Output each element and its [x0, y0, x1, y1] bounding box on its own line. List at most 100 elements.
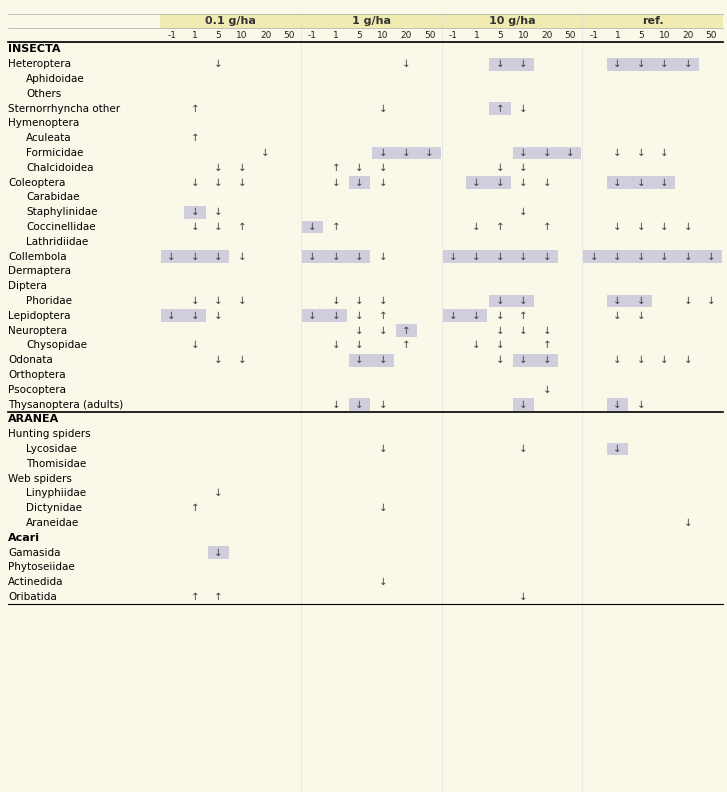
Text: ↓: ↓	[214, 59, 223, 69]
Text: Lepidoptera: Lepidoptera	[8, 310, 71, 321]
Text: Odonata: Odonata	[8, 355, 53, 365]
Text: Web spiders: Web spiders	[8, 474, 72, 484]
Text: ↓: ↓	[613, 59, 622, 69]
Text: ↓: ↓	[449, 252, 457, 261]
Bar	[443, 250, 558, 263]
Text: ↓: ↓	[496, 355, 505, 365]
Text: ↑: ↑	[542, 222, 552, 232]
Text: ↓: ↓	[496, 296, 505, 306]
Text: ↓: ↓	[660, 59, 669, 69]
Bar	[513, 147, 582, 159]
Text: ↓: ↓	[519, 163, 528, 173]
Text: ↓: ↓	[214, 222, 223, 232]
Bar	[302, 221, 324, 234]
Text: ↓: ↓	[613, 296, 622, 306]
Text: ↓: ↓	[190, 177, 200, 188]
Text: Chysopidae: Chysopidae	[26, 341, 87, 350]
Text: Linyphiidae: Linyphiidae	[26, 489, 86, 498]
Text: ↓: ↓	[190, 222, 200, 232]
Text: ↓: ↓	[238, 296, 246, 306]
Text: ↑: ↑	[190, 133, 200, 143]
Text: ↓: ↓	[637, 177, 646, 188]
Text: Diptera: Diptera	[8, 281, 47, 291]
Text: ↓: ↓	[238, 252, 246, 261]
Text: ↓: ↓	[542, 177, 552, 188]
Text: ↓: ↓	[613, 444, 622, 454]
Text: Psocoptera: Psocoptera	[8, 385, 66, 394]
Text: ↑: ↑	[402, 341, 411, 350]
Text: ↓: ↓	[683, 252, 692, 261]
Text: ↓: ↓	[473, 310, 481, 321]
Text: ↓: ↓	[379, 177, 387, 188]
Text: ↓: ↓	[542, 148, 552, 158]
Text: ↓: ↓	[214, 163, 223, 173]
Text: Aculeata: Aculeata	[26, 133, 72, 143]
Text: ↑: ↑	[519, 310, 528, 321]
Bar	[161, 310, 206, 322]
Text: Dictynidae: Dictynidae	[26, 503, 82, 513]
Bar	[395, 324, 417, 337]
Text: ↓: ↓	[190, 341, 200, 350]
Text: ↓: ↓	[355, 163, 364, 173]
Text: ↓: ↓	[379, 104, 387, 113]
Text: ↓: ↓	[332, 400, 340, 409]
Text: INSECTA: INSECTA	[8, 44, 60, 55]
Text: ↓: ↓	[332, 310, 340, 321]
Text: ↓: ↓	[637, 310, 646, 321]
Text: ↓: ↓	[238, 163, 246, 173]
Text: ↓: ↓	[379, 326, 387, 336]
Text: ↓: ↓	[496, 310, 505, 321]
Text: ↓: ↓	[542, 355, 552, 365]
Text: ↓: ↓	[355, 400, 364, 409]
Text: ↓: ↓	[519, 326, 528, 336]
Text: Carabidae: Carabidae	[26, 192, 79, 203]
Text: 1: 1	[333, 31, 339, 40]
Text: 10 g/ha: 10 g/ha	[489, 17, 535, 26]
Text: ↓: ↓	[167, 252, 176, 261]
Text: ref.: ref.	[642, 17, 664, 26]
Text: Sternorrhyncha other: Sternorrhyncha other	[8, 104, 120, 113]
Text: ↓: ↓	[660, 177, 669, 188]
Text: ↑: ↑	[238, 222, 246, 232]
Text: ↓: ↓	[613, 252, 622, 261]
Bar	[160, 14, 301, 29]
Text: ↓: ↓	[379, 163, 387, 173]
Text: ↓: ↓	[613, 148, 622, 158]
Text: 50: 50	[424, 31, 435, 40]
Text: ↓: ↓	[167, 310, 176, 321]
Text: ↓: ↓	[379, 577, 387, 587]
Text: ↓: ↓	[308, 310, 317, 321]
Text: ↓: ↓	[496, 177, 505, 188]
Text: ↓: ↓	[707, 296, 715, 306]
Text: Dermaptera: Dermaptera	[8, 266, 71, 276]
Text: ↓: ↓	[473, 177, 481, 188]
Text: 10: 10	[236, 31, 248, 40]
Text: ↓: ↓	[613, 355, 622, 365]
Text: ↓: ↓	[660, 148, 669, 158]
Text: ↓: ↓	[402, 148, 411, 158]
Text: ↓: ↓	[190, 208, 200, 217]
Bar	[607, 443, 628, 455]
Text: 10: 10	[377, 31, 389, 40]
Bar	[489, 295, 534, 307]
Text: ↓: ↓	[355, 310, 364, 321]
Text: 50: 50	[705, 31, 717, 40]
Text: ↓: ↓	[425, 148, 434, 158]
Text: ↓: ↓	[660, 222, 669, 232]
Bar	[372, 147, 441, 159]
Text: ↓: ↓	[566, 148, 575, 158]
Text: ↓: ↓	[683, 59, 692, 69]
Text: ↓: ↓	[190, 310, 200, 321]
Text: Phoridae: Phoridae	[26, 296, 72, 306]
Text: ↓: ↓	[379, 355, 387, 365]
Bar	[513, 398, 534, 411]
Text: ↓: ↓	[308, 252, 317, 261]
Text: 50: 50	[284, 31, 294, 40]
Text: ↓: ↓	[637, 222, 646, 232]
Text: -1: -1	[308, 31, 317, 40]
Text: ↓: ↓	[519, 355, 528, 365]
Bar	[349, 176, 370, 189]
Text: Neuroptera: Neuroptera	[8, 326, 67, 336]
Text: Coccinellidae: Coccinellidae	[26, 222, 96, 232]
Text: ↓: ↓	[519, 252, 528, 261]
